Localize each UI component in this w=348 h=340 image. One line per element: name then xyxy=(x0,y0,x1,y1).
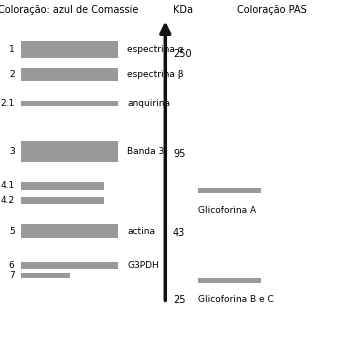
Bar xyxy=(21,262,118,269)
Text: 5: 5 xyxy=(9,227,15,236)
Text: 1: 1 xyxy=(9,45,15,54)
Text: actina: actina xyxy=(127,227,155,236)
Text: 95: 95 xyxy=(173,149,185,159)
Bar xyxy=(198,188,261,193)
Text: Coloração: azul de Comassie: Coloração: azul de Comassie xyxy=(0,5,138,15)
Bar xyxy=(21,224,118,238)
Bar xyxy=(21,41,118,58)
Text: 4.2: 4.2 xyxy=(0,196,15,205)
Text: espectrina α: espectrina α xyxy=(127,45,184,54)
Text: Coloração PAS: Coloração PAS xyxy=(237,5,306,15)
Text: 25: 25 xyxy=(173,295,185,305)
Text: KDa: KDa xyxy=(173,5,193,15)
Text: 3: 3 xyxy=(9,147,15,156)
Bar xyxy=(21,182,104,190)
Bar xyxy=(21,101,118,106)
Bar xyxy=(21,68,118,81)
Text: Banda 3: Banda 3 xyxy=(127,147,164,156)
Text: 43: 43 xyxy=(173,228,185,238)
Text: 250: 250 xyxy=(173,49,192,59)
Bar xyxy=(21,197,104,204)
Text: anquirina: anquirina xyxy=(127,99,170,108)
Text: 6: 6 xyxy=(9,261,15,270)
Bar xyxy=(198,278,261,283)
Bar xyxy=(21,141,118,162)
Bar xyxy=(21,273,70,278)
Text: 4.1: 4.1 xyxy=(0,182,15,190)
Text: Glicoforina B e C: Glicoforina B e C xyxy=(198,295,274,304)
Text: espectrina β: espectrina β xyxy=(127,70,183,79)
Text: 7: 7 xyxy=(9,271,15,280)
Text: G3PDH: G3PDH xyxy=(127,261,159,270)
Text: Glicoforina A: Glicoforina A xyxy=(198,206,256,215)
Text: 2.1: 2.1 xyxy=(0,99,15,108)
Text: 2: 2 xyxy=(9,70,15,79)
